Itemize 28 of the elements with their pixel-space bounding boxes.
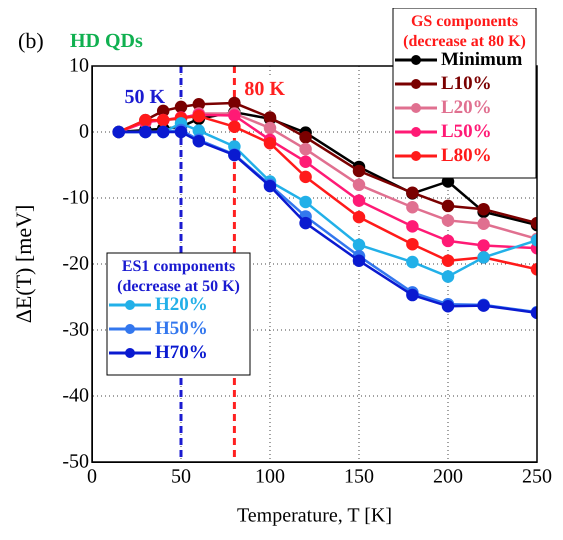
legend-label: Minimum	[441, 48, 522, 70]
text: (b)	[18, 28, 44, 53]
x-tick-label: 200	[433, 465, 463, 488]
ref-line-label: 80 K	[244, 78, 286, 100]
legend-title: GS components (decrease at 80 K)	[403, 13, 526, 50]
annotation: ES1 components (decrease at 50 K)	[117, 258, 240, 296]
y-tick-label: 10	[69, 54, 89, 76]
y-tick-label: 0	[79, 120, 89, 142]
legend-label: L50%	[441, 120, 492, 142]
y-axis-title: ΔE(T) [meV]	[10, 204, 36, 324]
y-tick-label: -20	[62, 252, 89, 274]
legend-label: L20%	[441, 96, 492, 118]
legend-label: L10%	[441, 72, 492, 94]
y-tick-label: -30	[62, 318, 89, 340]
x-tick-label: 50	[171, 465, 191, 488]
x-tick-label: 100	[255, 465, 285, 488]
x-tick-label: 250	[522, 465, 552, 488]
legend-label: L80%	[441, 144, 492, 166]
x-tick-label: 150	[344, 465, 374, 488]
ref-line-label: 50 K	[124, 86, 166, 108]
text: HD QDs	[70, 30, 143, 52]
y-tick-label: -50	[62, 450, 89, 472]
legend-label: H50%	[155, 318, 208, 339]
legend-label: H20%	[155, 294, 208, 315]
y-tick-label: -40	[62, 384, 89, 406]
legend-label: H70%	[155, 342, 208, 363]
y-tick-label: -10	[62, 186, 89, 208]
x-axis-title: Temperature, T [K]	[236, 504, 392, 526]
